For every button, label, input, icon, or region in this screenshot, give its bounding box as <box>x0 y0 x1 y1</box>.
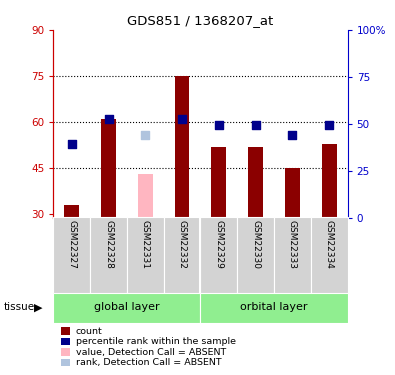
Text: GSM22332: GSM22332 <box>178 220 186 268</box>
Bar <box>285 168 300 217</box>
Point <box>105 116 112 122</box>
Bar <box>237 217 274 292</box>
Point <box>216 122 222 128</box>
Text: GSM22331: GSM22331 <box>141 220 150 269</box>
Text: GSM22328: GSM22328 <box>104 220 113 268</box>
Bar <box>164 217 201 292</box>
Bar <box>248 147 263 218</box>
Bar <box>90 217 127 292</box>
Text: tissue: tissue <box>4 303 35 312</box>
Text: GSM22330: GSM22330 <box>251 220 260 269</box>
Bar <box>211 147 226 218</box>
Point <box>142 132 149 138</box>
Bar <box>64 205 79 218</box>
Text: ▶: ▶ <box>34 303 42 312</box>
Bar <box>274 217 311 292</box>
Point <box>289 132 295 138</box>
Title: GDS851 / 1368207_at: GDS851 / 1368207_at <box>127 15 274 27</box>
Point <box>179 116 185 122</box>
Point <box>252 122 259 128</box>
Bar <box>127 217 164 292</box>
Bar <box>101 119 116 218</box>
Point <box>69 141 75 147</box>
Text: value, Detection Call = ABSENT: value, Detection Call = ABSENT <box>76 348 226 357</box>
Text: rank, Detection Call = ABSENT: rank, Detection Call = ABSENT <box>76 358 222 367</box>
Text: count: count <box>76 327 103 336</box>
Bar <box>311 217 348 292</box>
Text: orbital layer: orbital layer <box>240 303 308 312</box>
Text: percentile rank within the sample: percentile rank within the sample <box>76 337 236 346</box>
Text: global layer: global layer <box>94 303 160 312</box>
Bar <box>175 76 190 217</box>
Bar <box>53 217 90 292</box>
Point <box>326 122 332 128</box>
Bar <box>138 174 152 217</box>
Bar <box>201 217 237 292</box>
Bar <box>53 292 201 322</box>
Bar <box>322 144 337 218</box>
Bar <box>201 292 348 322</box>
Text: GSM22333: GSM22333 <box>288 220 297 269</box>
Text: GSM22327: GSM22327 <box>67 220 76 268</box>
Text: GSM22334: GSM22334 <box>325 220 334 268</box>
Text: GSM22329: GSM22329 <box>214 220 223 268</box>
